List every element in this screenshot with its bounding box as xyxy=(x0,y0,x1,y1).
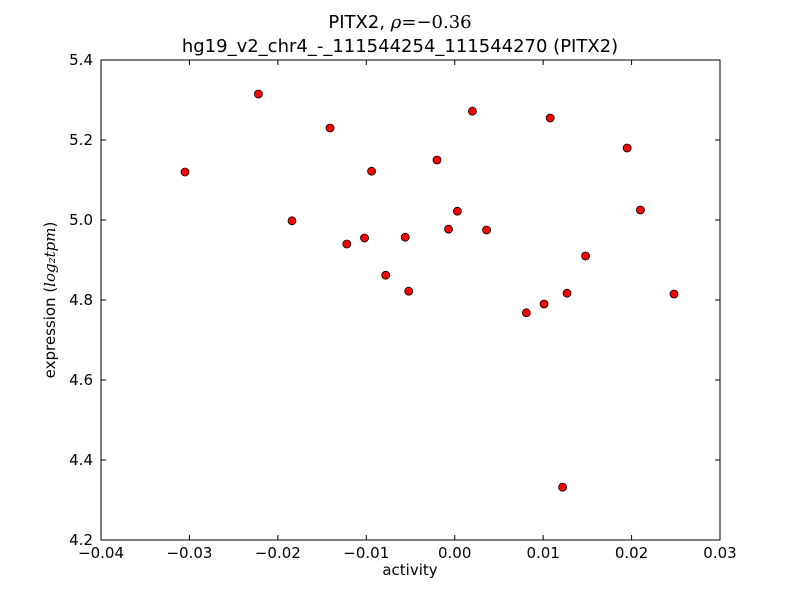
axis-ticks: −0.04 −0.03 −0.02 −0.01 0.00 0.01 0.02 0.03 4.2 4… xyxy=(69,51,737,562)
axes-frame xyxy=(100,59,721,541)
data-point xyxy=(558,482,567,492)
data-point xyxy=(521,308,531,318)
x-tick-label: 0.00 xyxy=(438,544,471,562)
data-point xyxy=(581,251,590,261)
data-point xyxy=(367,166,376,176)
y-axis-label-suffix: ) xyxy=(41,221,59,228)
data-point xyxy=(404,286,414,296)
data-point xyxy=(636,205,645,215)
data-point xyxy=(444,224,453,234)
x-tick-label: 0.02 xyxy=(615,544,648,562)
y-axis-label-prefix: expression ( xyxy=(41,286,59,379)
x-tick-label: 0.01 xyxy=(526,544,559,562)
x-tick-label: 0.03 xyxy=(703,544,736,562)
data-point xyxy=(432,155,442,165)
chart-subtitle: hg19_v2_chr4_-_111544254_111544270 (PITX… xyxy=(181,36,619,57)
y-tick-label: 5.2 xyxy=(69,131,93,149)
data-point xyxy=(342,239,352,249)
data-points xyxy=(180,89,679,492)
rho-symbol: ρ xyxy=(390,12,402,33)
data-point xyxy=(669,289,679,299)
data-point xyxy=(254,89,263,99)
data-point xyxy=(482,225,491,235)
data-point xyxy=(287,216,297,226)
y-tick-label: 4.8 xyxy=(69,291,93,309)
y-axis-label: expression (log₂tpm) xyxy=(41,222,59,379)
data-point xyxy=(325,123,335,133)
data-point xyxy=(381,270,391,280)
data-point xyxy=(360,233,369,243)
x-tick-label: −0.04 xyxy=(78,544,124,562)
x-axis-label: activity xyxy=(382,561,438,579)
y-tick-label: 5.4 xyxy=(69,51,93,69)
x-tick-label: −0.01 xyxy=(343,544,389,562)
x-tick-label: −0.02 xyxy=(255,544,301,562)
data-point xyxy=(545,113,555,123)
data-point xyxy=(622,143,632,153)
data-point xyxy=(539,299,549,309)
rho-value: =−0.36 xyxy=(401,12,472,33)
y-axis-label-math: log₂tpm xyxy=(41,227,59,287)
chart-title-prefix: PITX2, xyxy=(328,12,391,33)
data-point xyxy=(562,288,572,298)
chart-title: PITX2, ρ=−0.36 xyxy=(0,12,800,33)
data-point xyxy=(452,206,462,216)
data-point xyxy=(467,106,477,116)
y-tick-label: 4.6 xyxy=(69,371,93,389)
y-tick-label: 4.4 xyxy=(69,451,93,469)
data-point xyxy=(180,167,190,177)
x-tick-label: −0.03 xyxy=(166,544,212,562)
data-point xyxy=(400,232,410,242)
y-tick-label: 4.2 xyxy=(69,531,93,549)
y-tick-label: 5.0 xyxy=(69,211,93,229)
